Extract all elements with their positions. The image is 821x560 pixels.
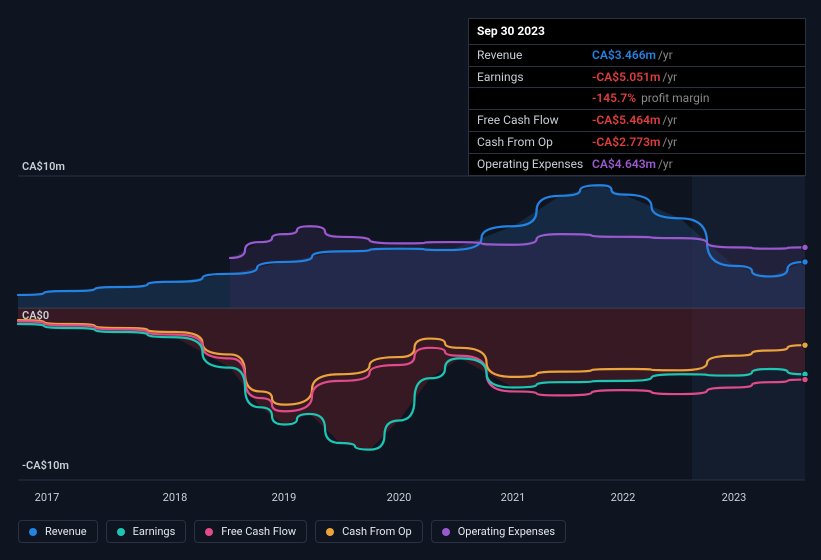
chart-tooltip: Sep 30 2023 RevenueCA$3.466m/yrEarnings-…: [468, 18, 806, 176]
legend-dot-icon: [117, 528, 125, 536]
x-tick-label: 2018: [163, 491, 188, 504]
tooltip-row-label: Free Cash Flow: [477, 112, 592, 129]
x-tick-label: 2021: [501, 491, 526, 504]
legend-dot-icon: [29, 528, 37, 536]
tooltip-row-value: CA$3.466m/yr: [592, 47, 673, 64]
legend-label: Operating Expenses: [458, 525, 555, 538]
tooltip-row-value: -CA$5.464m/yr: [592, 112, 677, 129]
x-tick-label: 2022: [611, 491, 636, 504]
chart-legend: Revenue Earnings Free Cash Flow Cash From O…: [18, 520, 566, 543]
legend-label: Free Cash Flow: [221, 525, 296, 538]
y-tick-label: -CA$10m: [22, 459, 69, 472]
legend-label: Earnings: [133, 525, 176, 538]
legend-dot-icon: [326, 528, 334, 536]
tooltip-header: Sep 30 2023: [469, 19, 805, 45]
x-tick-label: 2023: [722, 491, 747, 504]
tooltip-row-label: Operating Expenses: [477, 156, 592, 173]
legend-item-fcf[interactable]: Free Cash Flow: [194, 520, 307, 543]
tooltip-row-value: CA$4.643m/yr: [592, 156, 673, 173]
legend-label: Cash From Op: [342, 525, 412, 538]
legend-item-opex[interactable]: Operating Expenses: [431, 520, 566, 543]
legend-dot-icon: [205, 528, 213, 536]
tooltip-row-label: Revenue: [477, 47, 592, 64]
legend-item-revenue[interactable]: Revenue: [18, 520, 98, 543]
tooltip-row: Cash From Op-CA$2.773m/yr: [469, 132, 805, 154]
tooltip-row: Earnings-CA$5.051m/yr: [469, 67, 805, 89]
tooltip-row: RevenueCA$3.466m/yr: [469, 45, 805, 67]
tooltip-row-label: Cash From Op: [477, 134, 592, 151]
legend-label: Revenue: [45, 525, 87, 538]
x-tick-label: 2019: [272, 491, 297, 504]
y-tick-label: CA$0: [22, 309, 49, 322]
y-tick-label: CA$10m: [22, 160, 65, 173]
legend-item-earnings[interactable]: Earnings: [106, 520, 187, 543]
tooltip-row-value: -CA$5.051m/yr: [592, 69, 677, 86]
x-tick-label: 2017: [35, 491, 60, 504]
tooltip-row: Operating ExpensesCA$4.643m/yr: [469, 154, 805, 175]
legend-dot-icon: [442, 528, 450, 536]
tooltip-row: -145.7% profit margin: [469, 88, 805, 110]
tooltip-row-label: Earnings: [477, 69, 592, 86]
tooltip-row: Free Cash Flow-CA$5.464m/yr: [469, 110, 805, 132]
tooltip-row-value: -CA$2.773m/yr: [592, 134, 677, 151]
legend-item-cfo[interactable]: Cash From Op: [315, 520, 423, 543]
x-tick-label: 2020: [387, 491, 412, 504]
